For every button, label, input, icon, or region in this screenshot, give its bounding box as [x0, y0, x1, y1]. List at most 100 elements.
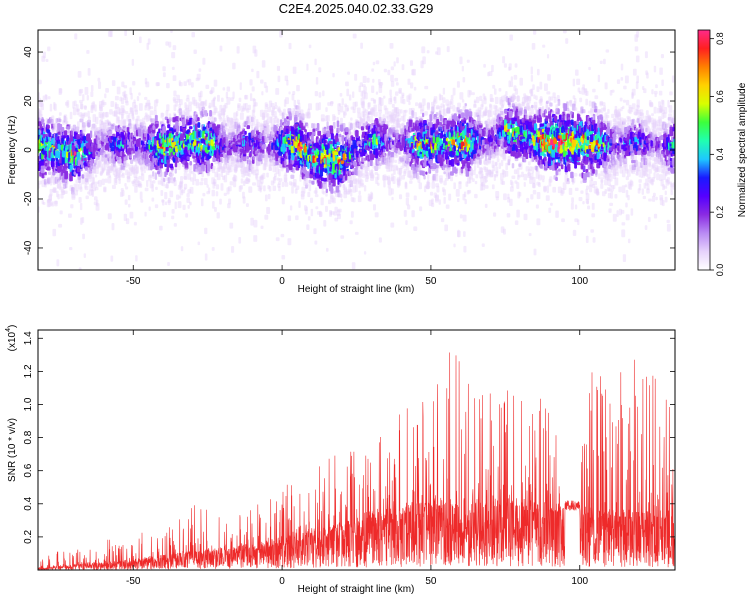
spectrogram-cell: [230, 156, 234, 164]
spectrogram-cell: [248, 178, 251, 183]
spectrogram-cell: [85, 120, 88, 127]
spectrogram-cell: [415, 102, 419, 107]
spectrogram-cell: [44, 182, 47, 188]
spectrogram-cell: [38, 111, 41, 116]
spectrogram-cell: [266, 172, 269, 178]
spectrogram-cell: [348, 128, 352, 135]
spectrogram-cell: [214, 206, 217, 212]
spectrogram-cell: [81, 177, 85, 185]
spectrogram-cell: [144, 187, 149, 192]
spectrogram-cell: [58, 223, 63, 228]
spectrogram-cell: [374, 212, 379, 218]
spectrogram-cell: [59, 88, 63, 94]
spectrogram-cell: [110, 255, 114, 262]
spectrogram-cell: [197, 122, 201, 128]
spectrogram-cell: [104, 93, 107, 99]
spectrogram-cell: [354, 231, 359, 235]
spectrogram-cell: [79, 118, 84, 123]
spectrogram-cell: [338, 137, 341, 145]
spectrogram-cell: [89, 173, 92, 182]
spectrogram-cell: [75, 189, 78, 196]
spectrogram-cell: [38, 121, 43, 127]
spectrogram-cell: [164, 201, 168, 206]
spectrogram-cell: [111, 80, 116, 87]
spectrogram-cell: [290, 174, 295, 179]
spectrogram-cell: [188, 105, 192, 112]
spectrogram-cell: [395, 129, 399, 135]
spectrogram-cell: [396, 57, 399, 64]
spectrogram-cell: [207, 171, 211, 177]
spectrogram-cell: [431, 198, 434, 205]
spectrogram-cell: [166, 104, 170, 112]
spectrogram-cell: [184, 167, 189, 173]
spectrogram-cell: [73, 183, 77, 191]
spectrogram-cell: [48, 171, 52, 176]
spectrogram-cell: [51, 161, 55, 167]
spectrogram-cell: [322, 90, 325, 97]
spectrogram-cell: [141, 173, 145, 182]
spectrogram-cell: [64, 101, 69, 106]
spectrogram-cell: [38, 107, 41, 116]
spectrogram-cell: [434, 173, 439, 182]
spectrogram-cell: [47, 160, 51, 168]
spectrogram-cell: [219, 45, 223, 52]
spectrogram-cell: [82, 128, 86, 135]
spectrogram-cell: [145, 81, 150, 88]
spectrogram-cell: [164, 192, 168, 200]
spectrogram-cell: [42, 201, 46, 206]
spectrogram-cell: [244, 102, 248, 111]
spectrogram-cell: [88, 172, 92, 179]
spectrogram-cell: [57, 193, 60, 200]
spectrogram-cell: [189, 161, 192, 166]
spectrogram-cell: [304, 209, 308, 215]
spectrogram-cell: [307, 216, 311, 221]
spectrogram-cell: [319, 211, 323, 217]
spectrogram-cell: [393, 169, 396, 175]
spectrogram-cell: [76, 134, 81, 140]
spectrogram-cell: [267, 193, 271, 200]
spectrogram-cell: [324, 115, 329, 122]
spectrogram-cell: [410, 82, 414, 89]
spectrogram-cell: [52, 178, 56, 186]
spectrogram-cell: [274, 111, 277, 119]
spectrogram-cell: [38, 110, 43, 117]
spectrogram-cell: [355, 184, 358, 193]
spectrogram-cell: [91, 182, 95, 189]
spectrogram-cell: [65, 126, 70, 130]
spectrogram-cell: [99, 106, 104, 112]
spectrogram-cell: [188, 78, 192, 86]
spectrogram-cell: [357, 157, 362, 163]
spectrogram-cell: [343, 111, 347, 116]
spectrogram-cell: [213, 179, 217, 185]
spectrogram-cell: [103, 186, 107, 193]
spectrogram-cell: [167, 262, 170, 266]
spectrogram-cell: [283, 108, 286, 116]
spectrogram-cell: [121, 172, 125, 179]
spectrogram-cell: [411, 210, 415, 218]
spectrogram-cell: [389, 89, 392, 96]
spectrogram-cell: [171, 66, 175, 71]
spectrogram-cell: [328, 140, 333, 145]
spectrogram-cell: [394, 77, 399, 82]
spectrogram-cell: [213, 96, 217, 100]
spectrogram-cell: [80, 114, 84, 122]
spectrogram-cell: [314, 194, 319, 198]
spectrogram-cell: [368, 133, 372, 138]
spectrogram-cell: [297, 102, 301, 111]
spectrogram-cell: [111, 184, 116, 190]
spectrogram-cell: [160, 189, 164, 197]
spectrogram-cell: [228, 198, 232, 205]
spectrogram-cell: [373, 111, 378, 117]
spectrogram-cell: [318, 102, 321, 111]
spectrogram-cell: [92, 176, 95, 185]
spectrogram-cell: [239, 82, 242, 91]
spectrogram-cell: [220, 156, 224, 164]
spectrogram-cell: [370, 192, 374, 200]
spectrogram-cell: [87, 119, 91, 128]
spectrogram-cell: [58, 302, 61, 306]
spectrogram-cell: [390, 66, 395, 71]
spectrogram-cell: [433, 96, 438, 104]
spectrogram-cell: [79, 102, 83, 110]
spectrogram-cell: [104, 178, 108, 183]
spectrogram-cell: [162, 72, 166, 78]
